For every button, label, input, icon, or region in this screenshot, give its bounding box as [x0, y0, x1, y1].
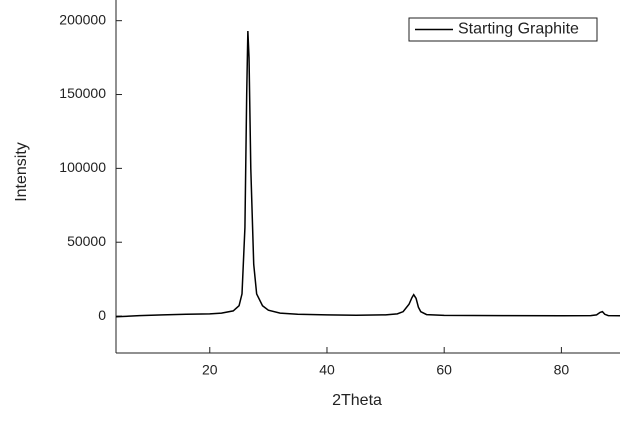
x-axis-label: 2Theta: [332, 392, 382, 409]
y-axis-label: Intensity: [13, 142, 30, 202]
legend-box: [408, 17, 598, 42]
x-tick-label: 60: [436, 362, 452, 378]
y-tick-label: 0: [98, 307, 106, 323]
y-tick-label: 150000: [59, 85, 106, 101]
data-line: [115, 30, 621, 318]
x-tick-label: 80: [554, 362, 570, 378]
x-tick-label: 20: [202, 362, 218, 378]
y-tick-label: 50000: [67, 233, 106, 249]
x-tick-label: 40: [319, 362, 335, 378]
legend-label: Starting Graphite: [458, 21, 579, 38]
y-tick-label: 200000: [59, 11, 106, 27]
y-tick-label: 100000: [59, 159, 106, 175]
